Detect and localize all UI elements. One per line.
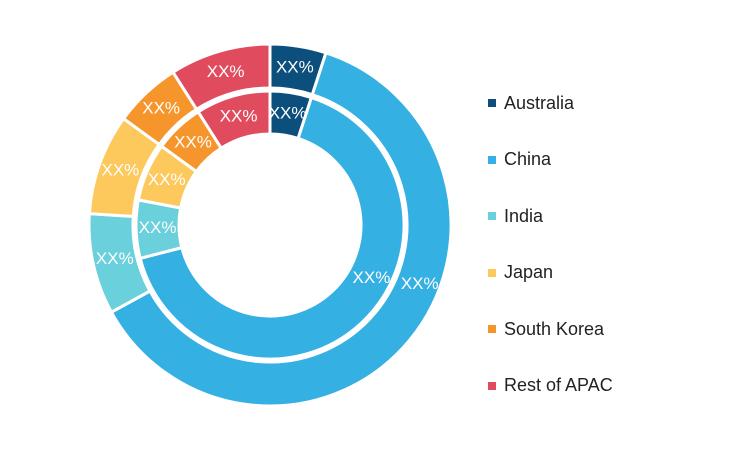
inner-label-australia: XX% (269, 103, 307, 122)
legend-item-rest-of-apac: Rest of APAC (488, 358, 613, 415)
inner-label-japan: XX% (148, 170, 186, 189)
legend-label-rest-of-apac: Rest of APAC (504, 375, 613, 396)
inner-label-rest-of-apac: XX% (220, 106, 258, 125)
outer-label-rest-of-apac: XX% (207, 62, 245, 81)
legend-item-india: India (488, 188, 613, 245)
legend-swatch-china (488, 155, 496, 164)
legend-swatch-australia (488, 99, 496, 108)
legend-label-china: China (504, 149, 552, 170)
outer-label-china: XX% (401, 274, 439, 293)
legend-swatch-india (488, 212, 496, 221)
legend-label-india: India (504, 205, 544, 226)
outer-slice-rest-of-apac (170, 42, 272, 112)
inner-label-south-korea: XX% (174, 132, 212, 151)
legend-swatch-south-korea (488, 325, 496, 334)
legend-item-south-korea: South Korea (488, 301, 613, 358)
legend-swatch-japan (488, 268, 496, 277)
outer-slice-china (109, 50, 453, 408)
inner-slice-rest-of-apac (196, 89, 272, 151)
legend-swatch-rest-of-apac (488, 381, 496, 390)
legend-label-japan: Japan (504, 262, 554, 283)
inner-label-china: XX% (353, 268, 391, 287)
outer-label-japan: XX% (102, 161, 140, 180)
legend: Australia China India Japan South Korea … (488, 75, 613, 414)
legend-label-australia: Australia (504, 92, 575, 113)
legend-label-south-korea: South Korea (504, 318, 605, 339)
outer-label-south-korea: XX% (142, 99, 180, 118)
legend-item-china: China (488, 132, 613, 189)
legend-item-australia: Australia (488, 75, 613, 132)
inner-label-india: XX% (139, 218, 177, 237)
legend-item-japan: Japan (488, 245, 613, 302)
inner-slice-china (138, 95, 406, 361)
outer-label-australia: XX% (276, 57, 314, 76)
outer-label-india: XX% (96, 249, 134, 268)
